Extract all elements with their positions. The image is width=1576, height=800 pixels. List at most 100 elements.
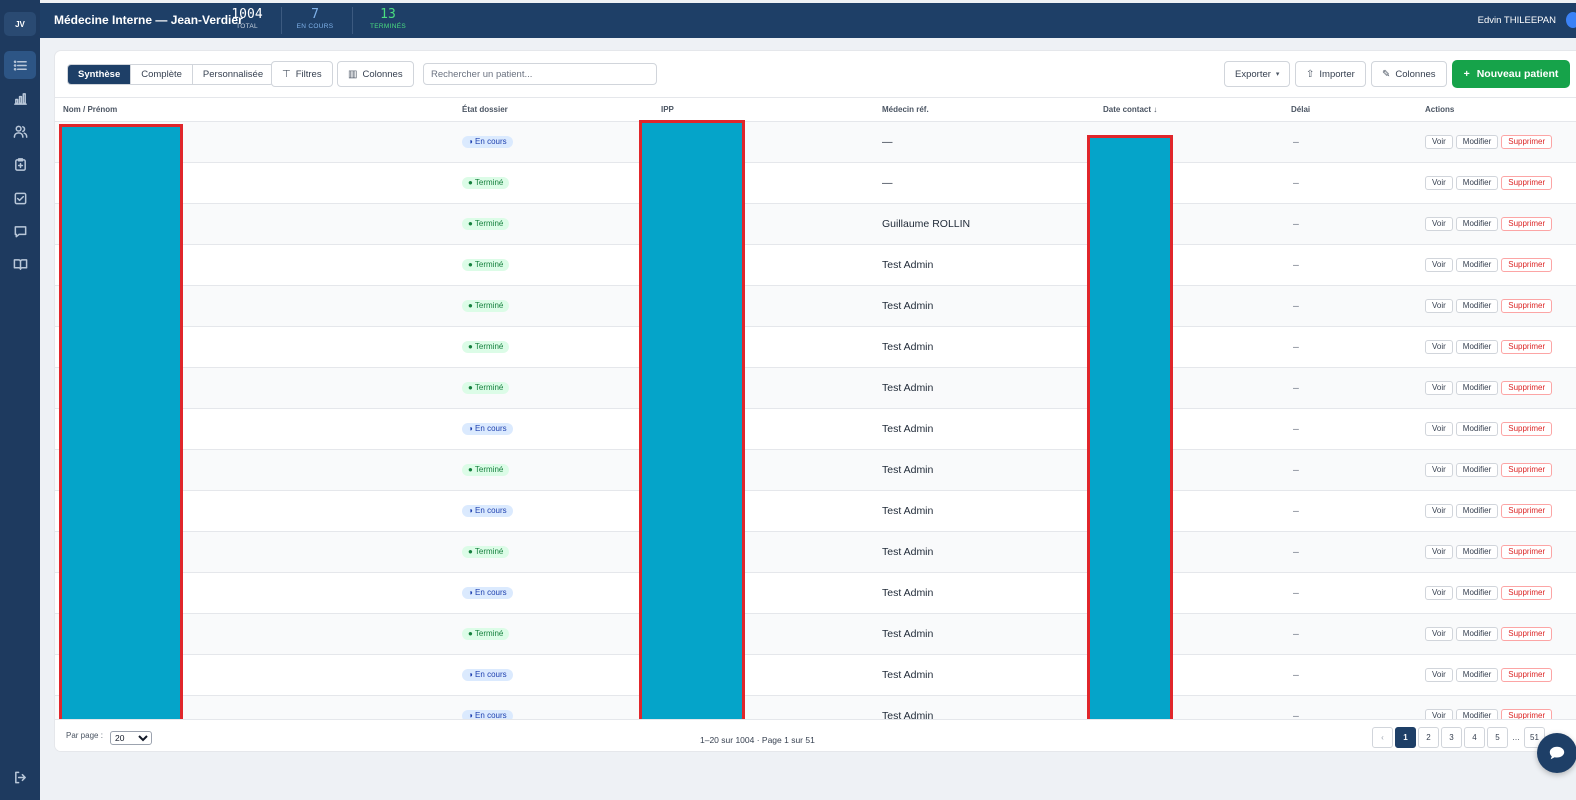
view-button[interactable]: Voir	[1425, 381, 1453, 395]
col-header-medecin[interactable]: Médecin réf.	[882, 105, 929, 114]
delete-button[interactable]: Supprimer	[1501, 422, 1553, 436]
delete-button[interactable]: Supprimer	[1501, 668, 1553, 682]
delete-button[interactable]: Supprimer	[1501, 586, 1553, 600]
view-button[interactable]: Voir	[1425, 627, 1453, 641]
view-button[interactable]: Voir	[1425, 709, 1453, 719]
etat-cell: ◑ En cours	[462, 491, 513, 531]
page-button[interactable]: 5	[1487, 727, 1508, 748]
delete-button[interactable]: Supprimer	[1501, 299, 1553, 313]
edit-button[interactable]: Modifier	[1455, 381, 1499, 395]
view-button[interactable]: Voir	[1425, 340, 1453, 354]
edit-button[interactable]: Modifier	[1455, 422, 1499, 436]
page-button[interactable]: 1	[1395, 727, 1416, 748]
table-row[interactable]: ● Terminé Test Admin – Voir Modifier Sup…	[55, 532, 1576, 573]
prev-page-button[interactable]: ‹	[1372, 727, 1393, 748]
table-row[interactable]: ● Terminé Test Admin – Voir Modifier Sup…	[55, 450, 1576, 491]
col-header-etat[interactable]: État dossier	[462, 105, 508, 114]
table-row[interactable]: ● Terminé Guillaume ROLLIN – Voir Modifi…	[55, 204, 1576, 245]
view-button[interactable]: Voir	[1425, 545, 1453, 559]
table-row[interactable]: ◑ En cours Test Admin – Voir Modifier Su…	[55, 696, 1576, 719]
table-row[interactable]: ◑ En cours Test Admin – Voir Modifier Su…	[55, 409, 1576, 450]
import-button[interactable]: ⇧ Importer	[1295, 61, 1366, 87]
edit-columns-button[interactable]: ✎ Colonnes	[1371, 61, 1447, 87]
view-button[interactable]: Voir	[1425, 504, 1453, 518]
delete-button[interactable]: Supprimer	[1501, 176, 1553, 190]
view-complete-tab[interactable]: Complète	[131, 65, 193, 84]
view-synthese-tab[interactable]: Synthèse	[68, 65, 132, 84]
table-row[interactable]: ● Terminé Test Admin – Voir Modifier Sup…	[55, 327, 1576, 368]
export-button[interactable]: Exporter ▾	[1224, 61, 1291, 87]
table-row[interactable]: ● Terminé Test Admin – Voir Modifier Sup…	[55, 286, 1576, 327]
edit-button[interactable]: Modifier	[1455, 340, 1499, 354]
user-name[interactable]: Edvin THILEEPAN	[1477, 15, 1556, 26]
table-row[interactable]: ◑ En cours Test Admin – Voir Modifier Su…	[55, 655, 1576, 696]
nav-bar-chart-icon[interactable]	[4, 84, 36, 112]
view-button[interactable]: Voir	[1425, 258, 1453, 272]
page-button[interactable]: 2	[1418, 727, 1439, 748]
edit-button[interactable]: Modifier	[1455, 504, 1499, 518]
edit-button[interactable]: Modifier	[1455, 709, 1499, 719]
edit-button[interactable]: Modifier	[1455, 299, 1499, 313]
columns-button[interactable]: ▥ Colonnes	[337, 61, 414, 87]
table-row[interactable]: ● Terminé — – Voir Modifier Supprimer	[55, 163, 1576, 204]
delete-button[interactable]: Supprimer	[1501, 340, 1553, 354]
col-header-ipp[interactable]: IPP	[661, 105, 674, 114]
edit-button[interactable]: Modifier	[1455, 586, 1499, 600]
table-row[interactable]: ◑ En cours — – Voir Modifier Supprimer	[55, 122, 1576, 163]
view-button[interactable]: Voir	[1425, 135, 1453, 149]
edit-button[interactable]: Modifier	[1455, 217, 1499, 231]
nav-checkbox-icon[interactable]	[4, 184, 36, 212]
per-page-select[interactable]: 20	[110, 731, 152, 745]
edit-button[interactable]: Modifier	[1455, 463, 1499, 477]
view-button[interactable]: Voir	[1425, 668, 1453, 682]
table-row[interactable]: ● Terminé Test Admin – Voir Modifier Sup…	[55, 245, 1576, 286]
view-personnalisee-tab[interactable]: Personnalisée	[202, 69, 264, 80]
table-row[interactable]: ● Terminé Test Admin – Voir Modifier Sup…	[55, 614, 1576, 655]
table-row[interactable]: ◑ En cours Test Admin – Voir Modifier Su…	[55, 573, 1576, 614]
view-button[interactable]: Voir	[1425, 217, 1453, 231]
table-row[interactable]: ● Terminé Test Admin – Voir Modifier Sup…	[55, 368, 1576, 409]
table-row[interactable]: ◑ En cours Test Admin – Voir Modifier Su…	[55, 491, 1576, 532]
actions-cell: Voir Modifier Supprimer	[1425, 573, 1555, 613]
logout-icon[interactable]	[4, 763, 36, 791]
delete-button[interactable]: Supprimer	[1501, 381, 1553, 395]
status-badge: ◑ En cours	[462, 136, 513, 148]
delete-button[interactable]: Supprimer	[1501, 545, 1553, 559]
new-patient-button[interactable]: + Nouveau patient	[1452, 60, 1570, 88]
view-button[interactable]: Voir	[1425, 586, 1453, 600]
edit-button[interactable]: Modifier	[1455, 176, 1499, 190]
view-button[interactable]: Voir	[1425, 463, 1453, 477]
nav-book-icon[interactable]	[4, 250, 36, 278]
avatar[interactable]	[1566, 12, 1576, 28]
search-input[interactable]	[423, 63, 657, 85]
col-header-nom[interactable]: Nom / Prénom	[63, 105, 118, 114]
edit-button[interactable]: Modifier	[1455, 627, 1499, 641]
page-button[interactable]: 3	[1441, 727, 1462, 748]
view-button[interactable]: Voir	[1425, 176, 1453, 190]
col-header-date-contact[interactable]: Date contact ↓	[1103, 105, 1158, 114]
filters-button[interactable]: ⊤ Filtres	[271, 61, 333, 87]
delete-button[interactable]: Supprimer	[1501, 709, 1553, 719]
delete-button[interactable]: Supprimer	[1501, 217, 1553, 231]
nav-list-icon[interactable]	[4, 51, 36, 79]
delete-button[interactable]: Supprimer	[1501, 504, 1553, 518]
edit-button[interactable]: Modifier	[1455, 258, 1499, 272]
nav-users-icon[interactable]	[4, 117, 36, 145]
nav-message-icon[interactable]	[4, 217, 36, 245]
app-logo[interactable]: JV	[4, 12, 36, 36]
delete-button[interactable]: Supprimer	[1501, 627, 1553, 641]
view-button[interactable]: Voir	[1425, 422, 1453, 436]
delete-button[interactable]: Supprimer	[1501, 258, 1553, 272]
nav-clipboard-icon[interactable]	[4, 150, 36, 178]
edit-button[interactable]: Modifier	[1455, 668, 1499, 682]
etat-cell: ● Terminé	[462, 245, 510, 285]
edit-button[interactable]: Modifier	[1455, 135, 1499, 149]
page-button[interactable]: 4	[1464, 727, 1485, 748]
actions-cell: Voir Modifier Supprimer	[1425, 163, 1555, 203]
chat-button[interactable]	[1537, 733, 1576, 773]
delete-button[interactable]: Supprimer	[1501, 135, 1553, 149]
delete-button[interactable]: Supprimer	[1501, 463, 1553, 477]
col-header-delai[interactable]: Délai	[1291, 105, 1311, 114]
edit-button[interactable]: Modifier	[1455, 545, 1499, 559]
view-button[interactable]: Voir	[1425, 299, 1453, 313]
